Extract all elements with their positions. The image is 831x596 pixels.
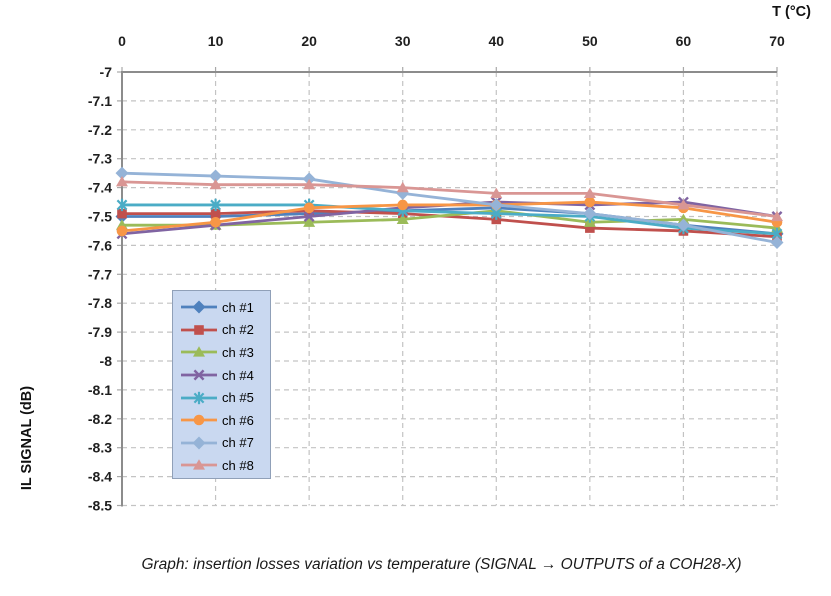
diamond-marker-icon — [192, 300, 206, 314]
legend-label: ch #5 — [222, 390, 254, 406]
legend-label: ch #7 — [222, 435, 254, 451]
circle-marker-icon — [116, 225, 128, 237]
y-tick-label: -7.4 — [88, 180, 112, 196]
series-ch-8 — [116, 176, 783, 222]
circle-marker-icon — [210, 216, 221, 228]
y-tick-label: -7.2 — [88, 122, 112, 138]
diamond-marker-icon — [192, 436, 206, 450]
triangle-marker-icon — [396, 181, 409, 193]
diamond-marker-icon — [489, 198, 503, 212]
series-line — [120, 203, 779, 236]
x-marker-icon — [193, 369, 205, 381]
legend-item: ch #3 — [180, 341, 270, 364]
circle-marker-icon — [397, 199, 409, 211]
triangle-marker-icon — [193, 459, 205, 471]
series-line — [120, 200, 779, 233]
diamond-marker-icon — [770, 236, 784, 250]
legend-key — [181, 459, 217, 471]
y-axis-title: IL SIGNAL (dB) — [19, 385, 35, 491]
square-marker-icon — [210, 208, 221, 219]
x-tick-label: 50 — [582, 33, 598, 49]
legend-label: ch #1 — [222, 299, 254, 315]
diamond-marker-icon — [676, 218, 690, 232]
legend-key — [181, 300, 217, 314]
legend-item: ch #7 — [180, 432, 270, 455]
triangle-marker-icon — [771, 210, 783, 222]
diamond-marker-icon — [115, 166, 129, 180]
legend: ch #1 ch #2 ch #3 ch #4 ch #5 ch #6 ch #7 ch #8 — [172, 290, 271, 479]
legend-key — [181, 414, 217, 426]
legend-item: ch #5 — [180, 386, 270, 409]
legend-item: ch #1 — [180, 296, 270, 319]
y-tick-label: -8 — [100, 353, 113, 369]
x-tick-label: 0 — [118, 33, 126, 49]
y-tick-label: -8.3 — [88, 440, 112, 456]
triangle-marker-icon — [303, 216, 316, 227]
caption: Graph: insertion losses variation vs tem… — [141, 556, 742, 573]
series-ch-7 — [115, 166, 784, 250]
x-tick-label: 40 — [488, 33, 504, 49]
triangle-marker-icon — [583, 187, 596, 198]
legend-key — [181, 346, 217, 358]
y-tick-label: -7 — [100, 64, 113, 80]
legend-label: ch #4 — [222, 367, 254, 383]
x-marker-icon — [303, 211, 315, 222]
triangle-marker-icon — [116, 176, 128, 187]
legend-label: ch #6 — [222, 412, 254, 428]
triangle-marker-icon — [193, 346, 205, 358]
y-tick-label: -8.1 — [88, 382, 112, 398]
y-tick-label: -7.3 — [88, 151, 112, 167]
y-tick-label: -8.5 — [88, 498, 112, 514]
y-tick-label: -7.1 — [88, 93, 112, 109]
legend-key — [181, 325, 217, 335]
diamond-marker-icon — [583, 207, 597, 221]
legend-key — [181, 369, 217, 381]
x-axis-title: T (°C) — [772, 4, 811, 20]
circle-marker-icon — [584, 196, 596, 208]
circle-marker-icon — [193, 414, 205, 426]
x-tick-label: 20 — [301, 33, 317, 49]
legend-label: ch #2 — [222, 322, 254, 338]
legend-key — [181, 391, 217, 404]
y-tick-label: -7.7 — [88, 266, 112, 282]
y-tick-label: -7.9 — [88, 324, 112, 340]
y-tick-label: -7.6 — [88, 237, 112, 253]
circle-marker-icon — [303, 202, 315, 214]
y-tick-label: -7.8 — [88, 295, 112, 311]
series-line — [120, 180, 779, 218]
square-marker-icon — [585, 223, 595, 233]
square-marker-icon — [117, 208, 127, 219]
y-tick-label: -8.2 — [88, 411, 112, 427]
triangle-marker-icon — [303, 178, 316, 190]
legend-item: ch #8 — [180, 454, 270, 477]
series-line — [120, 171, 779, 244]
y-tick-label: -7.5 — [88, 209, 112, 225]
x-tick-label: 60 — [676, 33, 692, 49]
legend-item: ch #6 — [180, 409, 270, 432]
triangle-marker-icon — [396, 213, 409, 224]
square-marker-icon — [194, 325, 204, 335]
y-tick-label: -8.4 — [88, 469, 112, 485]
triangle-marker-icon — [209, 178, 222, 190]
x-tick-label: 70 — [769, 33, 785, 49]
legend-label: ch #8 — [222, 457, 254, 473]
triangle-marker-icon — [677, 199, 690, 210]
legend-label: ch #3 — [222, 344, 254, 360]
x-tick-label: 10 — [208, 33, 224, 49]
series-line — [120, 209, 779, 239]
legend-item: ch #2 — [180, 319, 270, 342]
legend-item: ch #4 — [180, 364, 270, 387]
diamond-marker-icon — [209, 169, 223, 183]
x-tick-label: 30 — [395, 33, 411, 49]
triangle-marker-icon — [490, 187, 503, 198]
legend-key — [181, 436, 217, 450]
